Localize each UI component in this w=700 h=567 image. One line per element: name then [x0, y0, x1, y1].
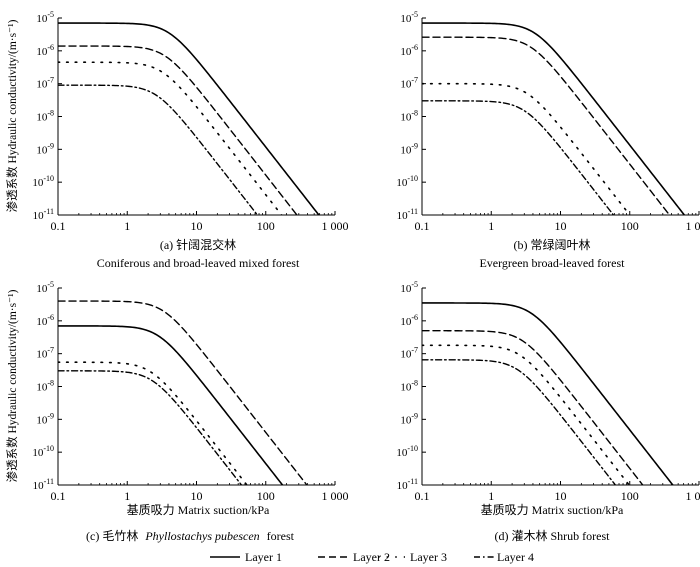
panel-title: (a) 针阔混交林	[160, 237, 236, 252]
y-tick-label: 10-8	[36, 379, 54, 394]
x-tick-label: 10	[555, 219, 567, 233]
x-tick-label: 0.1	[51, 219, 66, 233]
panel-title-suffix: forest	[267, 529, 295, 543]
legend-label: Layer 3	[410, 550, 447, 564]
legend-item-layer-2: Layer 2	[318, 550, 390, 564]
panel-title-species: Phyllostachys pubescen	[144, 529, 259, 543]
plot-area-b: 0.1 1 10 100 1 000 10-5 10-6 10-7 10-8 10-9 10-10 1…	[396, 10, 700, 233]
x-tick-label: 0.1	[415, 219, 430, 233]
series-line-layer-4	[58, 370, 243, 485]
series-line-layer-1	[422, 302, 674, 485]
y-tick-label: 10-11	[397, 477, 418, 492]
y-tick-label: 10-9	[400, 141, 418, 156]
x-tick-label: 1	[124, 219, 130, 233]
y-tick-label: 10-5	[36, 280, 54, 295]
series-line-layer-2	[422, 330, 644, 485]
x-tick-label: 100	[257, 219, 275, 233]
plot-area-d: 0.1 1 10 100 1 000 10-5 10-6 10-7 10-8 10-9 10-10 1…	[396, 280, 700, 503]
plot-area-a: 0.1 1 10 100 1 000 10-5 10-6 10-7 10-8 10-9 10-10 1…	[32, 10, 349, 233]
x-axis-label: 基质吸力 Matrix suction/kPa	[481, 503, 624, 517]
y-tick-label: 10-9	[36, 141, 54, 156]
panel-d: 0.1 1 10 100 1 000 10-5 10-6 10-7 10-8 10-9 10-10 1…	[396, 280, 700, 543]
y-tick-label: 10-10	[32, 174, 54, 189]
x-tick-label: 1 000	[686, 219, 700, 233]
panel-b: 0.1 1 10 100 1 000 10-5 10-6 10-7 10-8 10-9 10-10 1…	[396, 10, 700, 270]
y-tick-label: 10-7	[400, 76, 418, 91]
series-line-layer-4	[58, 84, 259, 215]
x-tick-label: 1 000	[322, 219, 349, 233]
panel-title-prefix: (c) 毛竹林	[86, 529, 138, 543]
series-group	[58, 22, 320, 215]
x-tick-label: 10	[191, 219, 203, 233]
y-axis-label: 渗透系数 Hydraulic conductivity/(m·s⁻¹)	[5, 289, 19, 482]
y-tick-label: 10-11	[397, 207, 418, 222]
y-tick-label: 10-8	[36, 109, 54, 124]
x-tick-label: 100	[257, 489, 275, 503]
y-tick-label: 10-9	[36, 411, 54, 426]
x-tick-label: 0.1	[415, 489, 430, 503]
x-tick-label: 10	[191, 489, 203, 503]
y-tick-label: 10-5	[400, 280, 418, 295]
x-tick-label: 1	[488, 219, 494, 233]
panel-title: (b) 常绿阔叶林	[514, 237, 591, 252]
legend-label: Layer 2	[353, 550, 390, 564]
y-tick-label: 10-10	[396, 444, 418, 459]
y-tick-label: 10-11	[33, 207, 54, 222]
series-line-layer-1	[58, 325, 284, 485]
x-axis-label: 基质吸力 Matrix suction/kPa	[127, 503, 270, 517]
legend: Layer 1 Layer 2 Layer 3 Layer 4	[210, 550, 534, 564]
y-tick-label: 10-11	[33, 477, 54, 492]
plot-area-c: 0.1 1 10 100 1 000 10-5 10-6 10-7 10-8 10-9 10-10 1…	[32, 280, 349, 503]
y-tick-label: 10-10	[396, 174, 418, 189]
x-tick-label: 100	[621, 489, 639, 503]
y-tick-label: 10-5	[400, 10, 418, 25]
y-tick-label: 10-6	[400, 43, 418, 58]
series-group	[422, 302, 674, 485]
legend-item-layer-4: Layer 4	[474, 550, 534, 564]
panel-a: 渗透系数 Hydraulic conductivity/(m·s⁻¹) 0.1 1…	[5, 10, 349, 270]
x-tick-label: 1 000	[322, 489, 349, 503]
y-tick-label: 10-6	[400, 313, 418, 328]
y-tick-label: 10-6	[36, 43, 54, 58]
y-tick-label: 10-9	[400, 411, 418, 426]
panel-title: (c) 毛竹林 Phyllostachys pubescen forest	[86, 529, 295, 543]
y-tick-label: 10-7	[36, 346, 54, 361]
y-axis-label: 渗透系数 Hydraulic conductivity/(m·s⁻¹)	[5, 19, 19, 212]
legend-label: Layer 1	[245, 550, 282, 564]
x-tick-label: 0.1	[51, 489, 66, 503]
series-line-layer-2	[58, 45, 298, 215]
legend-item-layer-1: Layer 1	[210, 550, 282, 564]
series-line-layer-3	[422, 82, 631, 215]
x-tick-label: 100	[621, 219, 639, 233]
y-tick-label: 10-10	[32, 444, 54, 459]
series-line-layer-2	[58, 300, 308, 485]
x-tick-label: 10	[555, 489, 567, 503]
panel-c: 渗透系数 Hydraulic conductivity/(m·s⁻¹) 0.1 1…	[5, 280, 349, 543]
panel-title: (d) 灌木林 Shrub forest	[495, 529, 611, 543]
panel-subtitle: Evergreen broad-leaved forest	[479, 256, 625, 270]
series-line-layer-2	[422, 36, 671, 215]
panel-subtitle: Coniferous and broad-leaved mixed forest	[97, 256, 300, 270]
series-line-layer-4	[422, 359, 617, 485]
x-tick-label: 1	[124, 489, 130, 503]
y-tick-label: 10-5	[36, 10, 54, 25]
y-tick-label: 10-7	[400, 346, 418, 361]
y-tick-label: 10-8	[400, 109, 418, 124]
legend-item-layer-3: Layer 3	[378, 550, 447, 564]
series-line-layer-3	[58, 61, 283, 215]
x-tick-label: 1	[488, 489, 494, 503]
legend-label: Layer 4	[497, 550, 534, 564]
y-tick-label: 10-7	[36, 76, 54, 91]
series-line-layer-4	[422, 100, 615, 215]
y-tick-label: 10-6	[36, 313, 54, 328]
series-line-layer-1	[422, 22, 686, 215]
x-tick-label: 1 000	[686, 489, 700, 503]
series-group	[58, 300, 308, 485]
y-tick-label: 10-8	[400, 379, 418, 394]
series-line-layer-1	[58, 22, 320, 215]
series-group	[422, 22, 686, 215]
